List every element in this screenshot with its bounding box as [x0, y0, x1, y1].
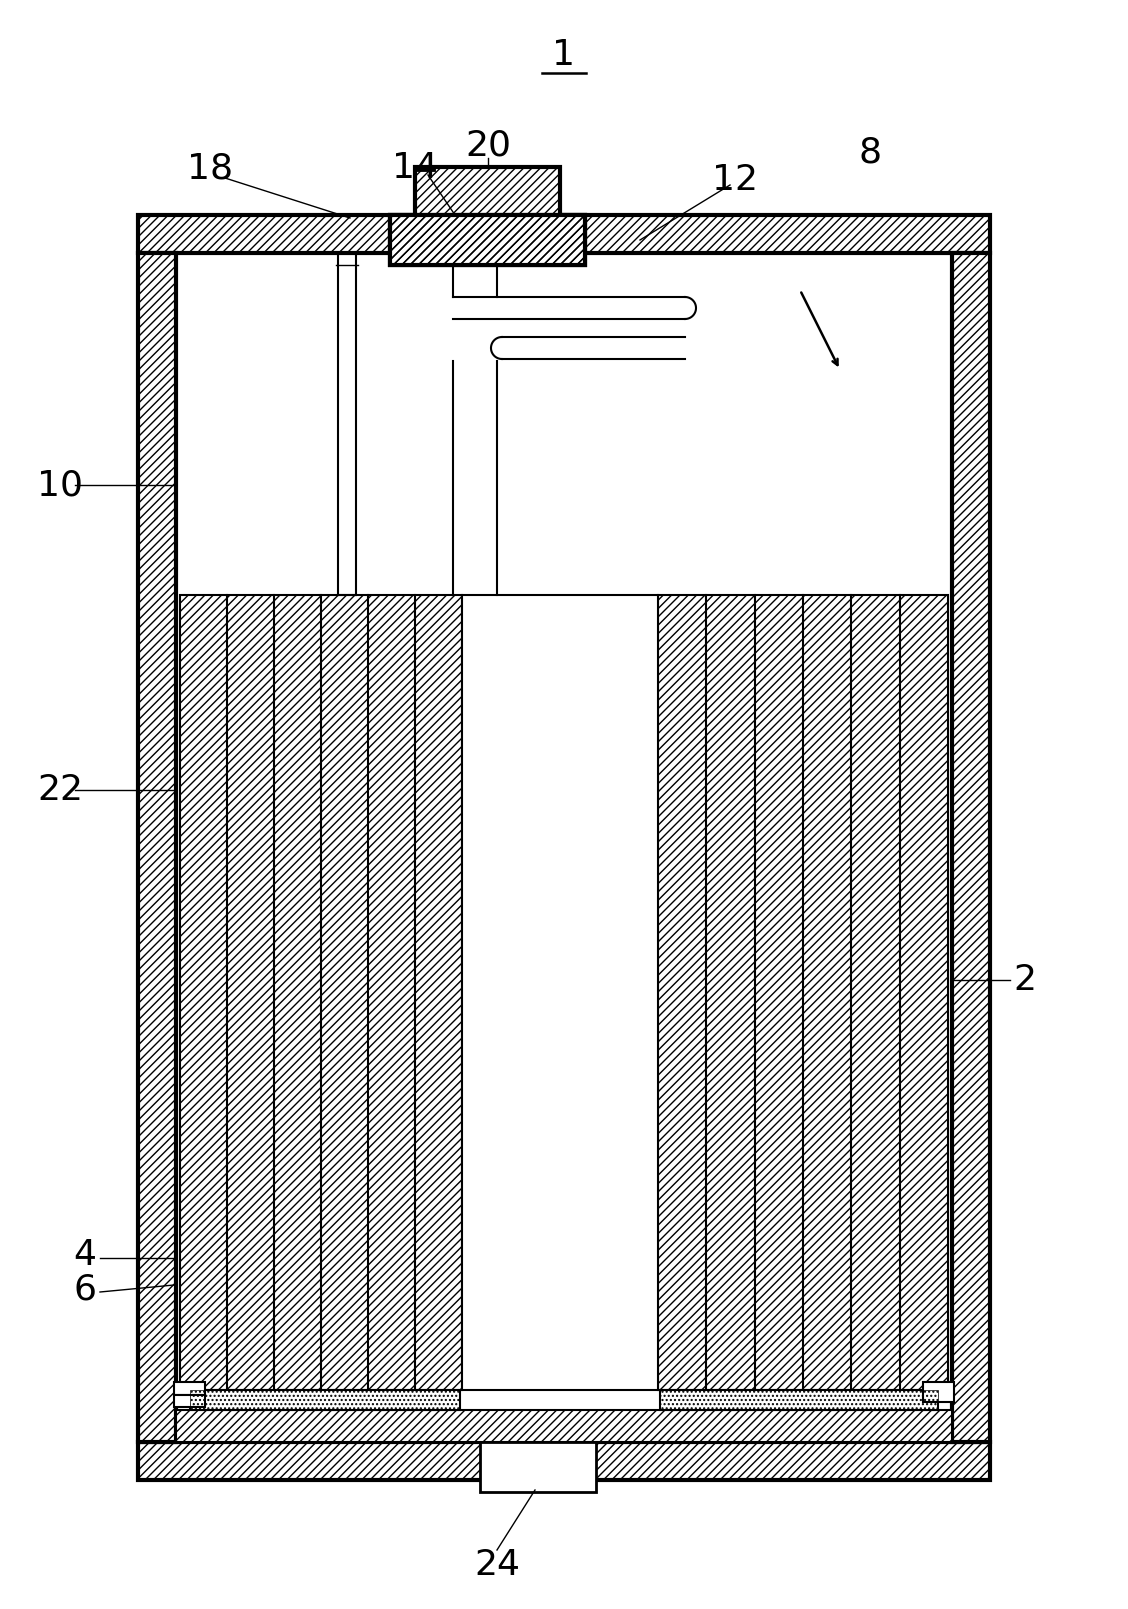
- Bar: [923, 1382, 954, 1401]
- Bar: [658, 595, 948, 1390]
- Bar: [660, 1390, 938, 1409]
- Text: 1: 1: [553, 39, 575, 72]
- Bar: [180, 595, 462, 1390]
- Bar: [658, 595, 948, 1390]
- Bar: [138, 216, 990, 253]
- Bar: [415, 167, 559, 216]
- Text: 24: 24: [474, 1548, 520, 1582]
- Text: 6: 6: [73, 1273, 97, 1307]
- Bar: [176, 253, 952, 1442]
- Bar: [176, 1409, 952, 1442]
- Bar: [138, 253, 176, 1442]
- Bar: [190, 1390, 460, 1409]
- Bar: [660, 1390, 938, 1409]
- Bar: [390, 216, 585, 265]
- Bar: [190, 1390, 460, 1409]
- Bar: [138, 253, 176, 1442]
- Bar: [415, 167, 559, 216]
- Text: 8: 8: [858, 135, 882, 169]
- Bar: [174, 1395, 205, 1406]
- Bar: [174, 1382, 205, 1395]
- Bar: [138, 216, 990, 253]
- Text: 12: 12: [712, 163, 758, 196]
- Text: 14: 14: [393, 151, 438, 185]
- Bar: [390, 216, 585, 265]
- Bar: [390, 216, 585, 265]
- Bar: [138, 1442, 990, 1480]
- Bar: [180, 595, 462, 1390]
- Bar: [138, 1442, 990, 1480]
- Text: 20: 20: [465, 129, 511, 163]
- Bar: [952, 253, 990, 1442]
- Text: 18: 18: [187, 151, 233, 185]
- Text: 4: 4: [73, 1237, 97, 1273]
- Bar: [952, 253, 990, 1442]
- Bar: [390, 216, 585, 265]
- Bar: [393, 217, 582, 251]
- Text: 10: 10: [37, 468, 83, 502]
- Bar: [481, 1442, 596, 1492]
- Text: 2: 2: [1013, 964, 1037, 998]
- Text: 22: 22: [37, 772, 83, 808]
- Bar: [176, 1409, 952, 1442]
- Bar: [462, 595, 658, 1390]
